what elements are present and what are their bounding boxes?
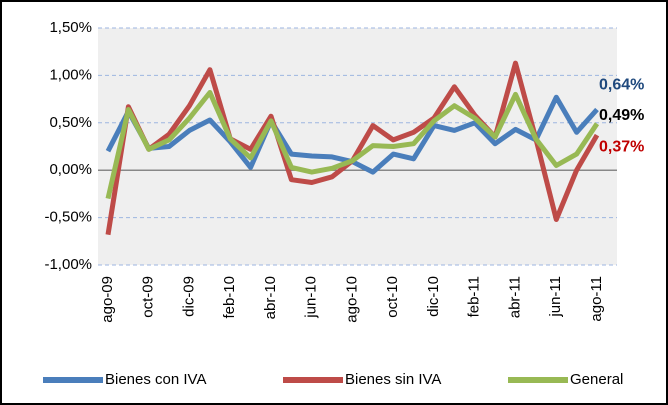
y-tick-label: -0,50%: [44, 209, 92, 226]
legend-label: General: [570, 371, 623, 388]
data-label: 0,49%: [599, 107, 644, 124]
y-tick-label: 0,50%: [49, 114, 92, 131]
x-tick-label: ago-10: [343, 276, 360, 323]
legend-label: Bienes sin IVA: [345, 371, 441, 388]
y-tick-label: -1,00%: [44, 256, 92, 273]
data-label: 0,64%: [599, 77, 644, 94]
y-tick-label: 0,00%: [49, 161, 92, 178]
x-tick-label: ago-09: [99, 276, 116, 323]
x-tick-label: abr-11: [506, 276, 523, 318]
x-tick-label: feb-10: [221, 276, 238, 319]
x-tick-label: jun-10: [303, 276, 320, 319]
legend-label: Bienes con IVA: [105, 371, 206, 388]
x-tick-label: dic-10: [425, 276, 442, 317]
y-tick-label: 1,50%: [49, 19, 92, 36]
x-tick-label: oct-10: [384, 276, 401, 318]
series-line: [105, 90, 600, 200]
y-tick-label: 1,00%: [49, 66, 92, 83]
data-label: 0,37%: [599, 138, 644, 155]
x-tick-label: oct-09: [140, 276, 157, 318]
x-tick-label: dic-09: [180, 276, 197, 317]
x-tick-label: abr-10: [262, 276, 279, 319]
x-tick-label: feb-11: [466, 276, 483, 317]
x-tick-label: ago-11: [588, 276, 605, 322]
x-tick-label: jun-11: [547, 276, 564, 318]
plot-area: [98, 28, 617, 265]
